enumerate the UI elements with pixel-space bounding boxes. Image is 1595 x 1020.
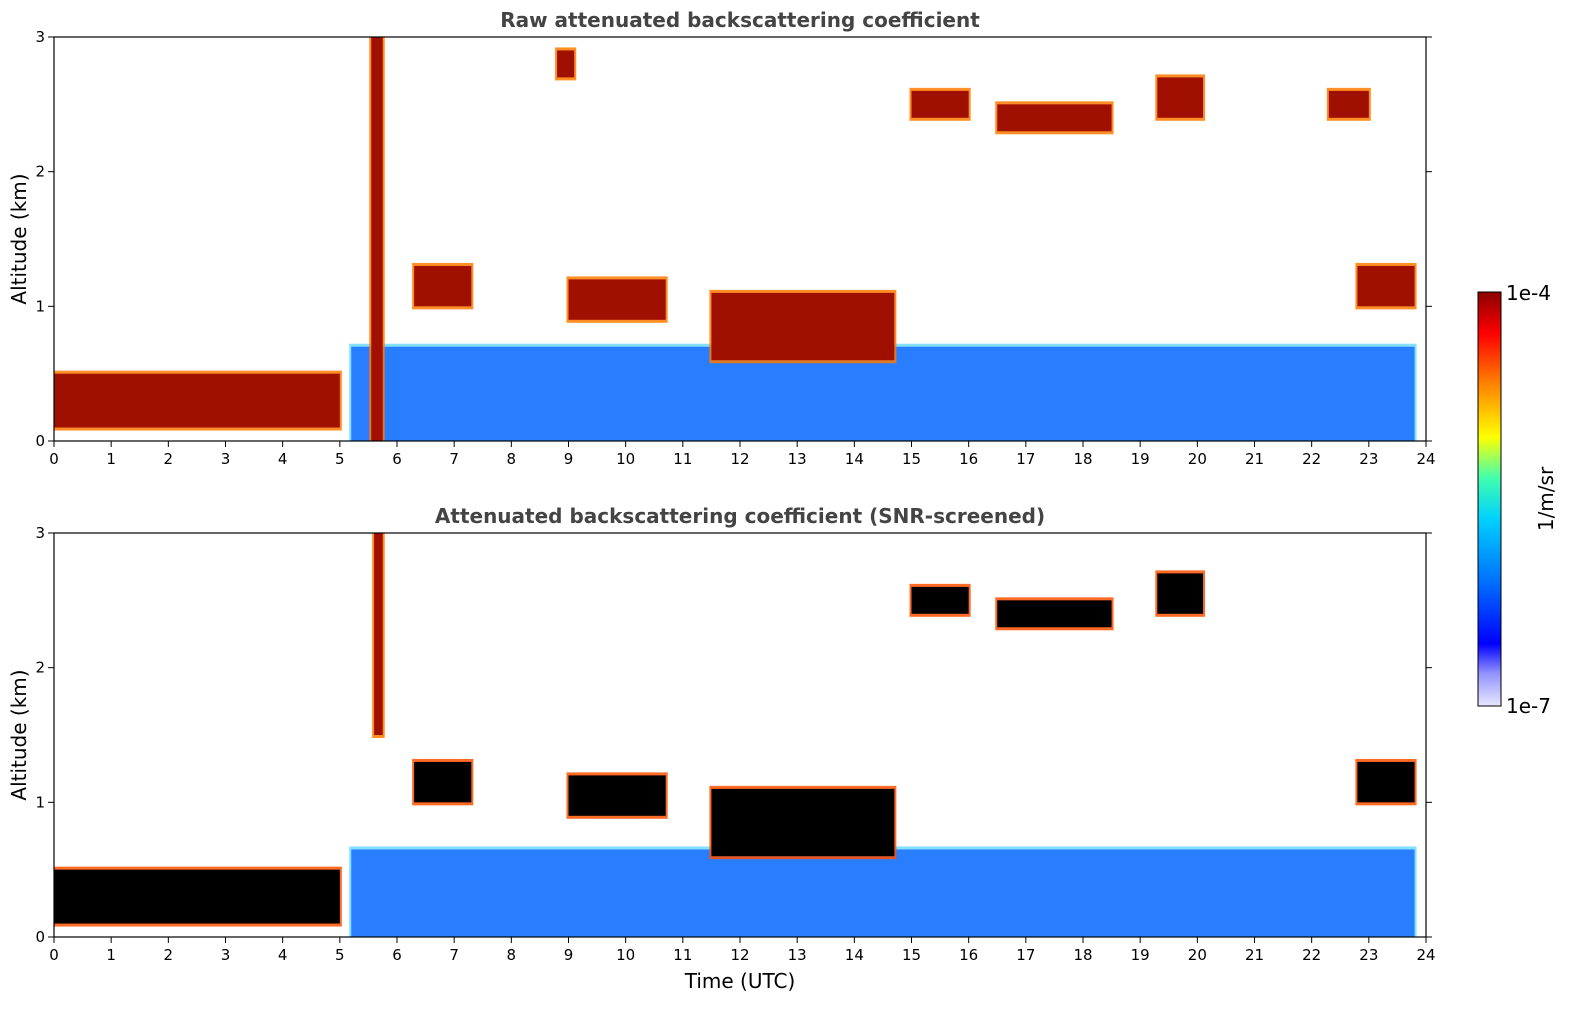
- colorbar-min-label: 1e-7: [1506, 694, 1551, 718]
- x-tick-label: 11: [673, 450, 692, 468]
- x-tick-label: 12: [730, 450, 749, 468]
- x-tick-label: 13: [788, 946, 807, 964]
- x-tick-label: 15: [902, 450, 921, 468]
- x-tick-label: 6: [392, 946, 402, 964]
- x-tick-label: 2: [164, 450, 174, 468]
- x-tick-label: 23: [1359, 946, 1378, 964]
- snr-axes: 0 1 2 3 4 5 6 7 8 9 10 11 12 13 14 15 16 17 18 19 20 21 22 23 24…: [35, 524, 1435, 964]
- x-tick-label: 18: [1073, 946, 1092, 964]
- feature-cloud: [997, 600, 1112, 628]
- x-tick-label: 7: [449, 450, 459, 468]
- x-tick-label: 10: [616, 450, 635, 468]
- x-tick-label: 22: [1302, 946, 1321, 964]
- x-tick-label: 14: [845, 946, 864, 964]
- x-tick-label: 23: [1359, 450, 1378, 468]
- raw-heatmap: [54, 37, 1417, 441]
- y-tick-label: 2: [35, 659, 45, 677]
- x-tick-label: 16: [959, 946, 978, 964]
- panel-raw: Raw attenuated backscattering coefficien…: [7, 8, 1436, 468]
- x-tick-label: 24: [1416, 946, 1435, 964]
- x-tick-label: 12: [730, 946, 749, 964]
- feature-cloud: [568, 775, 666, 816]
- feature-cloud: [1157, 77, 1204, 118]
- feature-cloud: [997, 104, 1112, 132]
- x-tick-label: 17: [1016, 450, 1035, 468]
- colorbar: 1e-4 1e-7 1/m/sr: [1477, 281, 1558, 718]
- colorbar-unit-label: 1/m/sr: [1534, 466, 1558, 531]
- x-tick-label: 8: [507, 450, 517, 468]
- y-tick-label: 3: [35, 524, 45, 542]
- x-tick-label: 5: [335, 946, 345, 964]
- x-tick-label: 24: [1416, 450, 1435, 468]
- feature-precipitation-streak: [371, 37, 383, 441]
- feature-cloud: [414, 265, 472, 307]
- x-tick-label: 13: [788, 450, 807, 468]
- raw-axes: 0 1 2 3 4 5 6 7 8 9 10 11 12 13 14 15 16 17 18 19 20 21 22 23 24…: [35, 28, 1435, 468]
- x-tick-label: 16: [959, 450, 978, 468]
- panel-snr-title: Attenuated backscattering coefficient (S…: [435, 504, 1045, 528]
- x-tick-label: 9: [564, 450, 574, 468]
- y-tick-label: 0: [35, 432, 45, 450]
- feature-aerosol-layer: [351, 849, 1415, 937]
- panel-snr: Attenuated backscattering coefficient (S…: [7, 504, 1436, 993]
- colorbar-max-label: 1e-4: [1506, 281, 1551, 305]
- raw-y-axis-label: Altitude (km): [7, 173, 31, 304]
- y-tick-label: 3: [35, 28, 45, 46]
- y-tick-label: 0: [35, 928, 45, 946]
- x-tick-label: 0: [49, 450, 59, 468]
- x-tick-label: 10: [616, 946, 635, 964]
- feature-cloud: [1328, 90, 1369, 118]
- feature-boundary-layer-aerosol: [54, 373, 340, 428]
- feature-cloud: [1357, 761, 1415, 803]
- x-tick-label: 19: [1131, 946, 1150, 964]
- x-tick-label: 8: [507, 946, 517, 964]
- feature-cloud: [711, 788, 895, 857]
- x-tick-label: 7: [449, 946, 459, 964]
- feature-cloud: [557, 50, 575, 78]
- feature-cloud: [414, 761, 472, 803]
- x-tick-label: 6: [392, 450, 402, 468]
- x-tick-label: 14: [845, 450, 864, 468]
- x-tick-label: 21: [1245, 946, 1264, 964]
- x-tick-label: 2: [164, 946, 174, 964]
- panel-raw-title: Raw attenuated backscattering coefficien…: [500, 8, 980, 32]
- y-tick-label: 2: [35, 163, 45, 181]
- x-axis-label: Time (UTC): [684, 969, 796, 993]
- y-tick-label: 1: [35, 793, 45, 811]
- feature-cloud: [568, 279, 666, 320]
- x-tick-label: 15: [902, 946, 921, 964]
- snr-heatmap: [54, 533, 1417, 937]
- feature-cloud: [1157, 573, 1204, 614]
- feature-cloud: [911, 90, 969, 118]
- feature-cloud: [711, 292, 895, 361]
- x-tick-label: 3: [221, 946, 231, 964]
- x-tick-label: 19: [1131, 450, 1150, 468]
- x-tick-label: 20: [1188, 450, 1207, 468]
- x-tick-label: 18: [1073, 450, 1092, 468]
- y-tick-label: 1: [35, 297, 45, 315]
- x-tick-label: 9: [564, 946, 574, 964]
- x-tick-label: 0: [49, 946, 59, 964]
- x-tick-label: 3: [221, 450, 231, 468]
- x-tick-label: 1: [106, 946, 116, 964]
- x-tick-label: 17: [1016, 946, 1035, 964]
- x-tick-label: 4: [278, 450, 288, 468]
- x-tick-label: 20: [1188, 946, 1207, 964]
- x-tick-label: 4: [278, 946, 288, 964]
- snr-y-axis-label: Altitude (km): [7, 669, 31, 800]
- feature-cloud: [911, 586, 969, 614]
- feature-cloud: [1357, 265, 1415, 307]
- x-tick-label: 21: [1245, 450, 1264, 468]
- feature-boundary-layer-aerosol: [54, 869, 340, 924]
- x-tick-label: 22: [1302, 450, 1321, 468]
- x-tick-label: 11: [673, 946, 692, 964]
- colorbar-gradient: [1477, 291, 1502, 707]
- x-tick-label: 1: [106, 450, 116, 468]
- x-tick-label: 5: [335, 450, 345, 468]
- feature-precipitation-streak: [374, 533, 383, 735]
